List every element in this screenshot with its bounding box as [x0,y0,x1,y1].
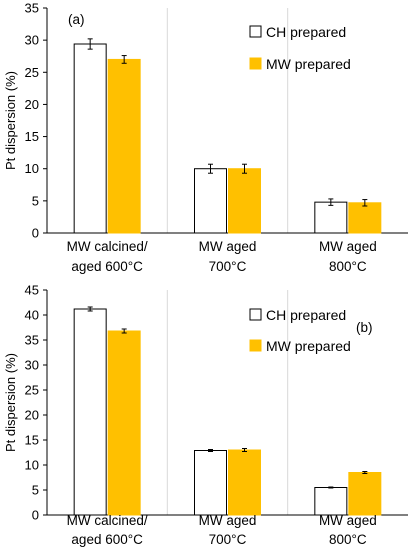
x-category-label: 700°C [209,259,247,274]
bar-mw-prepared [348,472,382,516]
x-category-label: MW aged [319,513,377,528]
y-tick-label: 25 [25,65,39,80]
legend-swatch-mw-prepared [249,57,262,70]
y-tick-label: 10 [25,161,39,176]
y-tick-label: 35 [25,333,39,348]
y-tick-label: 20 [25,97,39,112]
y-tick-label: 5 [32,483,39,498]
bar-mw-prepared [107,330,141,516]
y-tick-label: 25 [25,383,39,398]
x-category-label: MW aged [199,239,257,254]
bar-ch-prepared [73,308,107,516]
bar-ch-prepared [314,201,348,234]
legend-label: MW prepared [266,338,351,354]
legend-label: CH prepared [266,24,346,40]
y-tick-label: 15 [25,129,39,144]
legend-swatch-ch-prepared [249,308,262,321]
panel-label: (a) [68,12,85,27]
y-axis-label: Pt dispersion (%) [3,353,18,452]
y-tick-label: 0 [32,226,39,241]
x-category-label: MW calcined/ [67,513,148,528]
y-tick-label: 30 [25,33,39,48]
legend-label: CH prepared [266,307,346,323]
bar-mw-prepared [228,168,261,234]
bar-ch-prepared [194,450,227,516]
x-category-label: MW calcined/ [67,239,148,254]
bar-mw-prepared [348,202,382,234]
legend-label: MW prepared [266,56,351,72]
x-category-label: aged 600°C [71,532,143,547]
y-tick-label: 15 [25,433,39,448]
x-category-label: MW aged [319,239,377,254]
bar-ch-prepared [73,43,107,234]
legend-swatch-mw-prepared [249,339,262,352]
x-category-label: 700°C [209,532,247,547]
chart-panel-b: 0 5 10 15 20 25 30 35 40 45 MW calcined/aged 600°C… [3,283,408,547]
bar-mw-prepared [107,58,141,234]
bar-mw-prepared [228,449,261,516]
bar-ch-prepared [314,487,348,516]
chart-panel-a: 0 5 10 15 20 25 30 35 MW calcined/aged 600°C MW a… [3,1,408,274]
y-axis-label: Pt dispersion (%) [3,71,18,170]
y-tick-label: 5 [32,193,39,208]
x-category-label: 800°C [329,532,367,547]
y-tick-label: 30 [25,358,39,373]
legend-swatch-ch-prepared [249,25,262,38]
x-category-label: aged 600°C [71,259,143,274]
x-category-label: MW aged [199,513,257,528]
y-tick-label: 40 [25,308,39,323]
x-category-label: 800°C [329,259,367,274]
y-tick-label: 0 [32,508,39,523]
panel-label: (b) [356,320,373,335]
y-tick-label: 45 [25,283,39,298]
y-tick-label: 35 [25,1,39,16]
y-tick-label: 10 [25,458,39,473]
y-tick-label: 20 [25,408,39,423]
bar-ch-prepared [194,168,227,234]
